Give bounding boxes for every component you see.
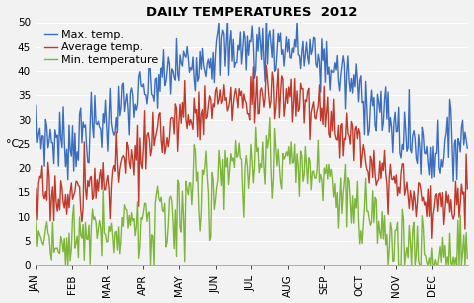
Min. temperature: [108, 229, 113, 233]
Average temp.: [330, 129, 336, 133]
Min. temperature: [465, 257, 470, 260]
Average temp.: [264, 64, 269, 67]
Min. temperature: [63, 264, 68, 267]
Average temp.: [122, 156, 128, 160]
Max. temp.: [267, 29, 273, 33]
Average temp.: [33, 187, 39, 190]
Max. temp.: [330, 70, 336, 74]
Average temp.: [429, 236, 435, 240]
Legend: Max. temp., Average temp., Min. temperature: Max. temp., Average temp., Min. temperat…: [40, 27, 162, 68]
Max. temp.: [122, 110, 128, 113]
Line: Average temp.: Average temp.: [36, 65, 467, 238]
Max. temp.: [106, 118, 112, 122]
Line: Min. temperature: Min. temperature: [36, 118, 467, 265]
Min. temperature: [355, 179, 360, 183]
Title: DAILY TEMPERATURES  2012: DAILY TEMPERATURES 2012: [146, 5, 358, 18]
Min. temperature: [77, 215, 82, 219]
Min. temperature: [267, 116, 273, 119]
Average temp.: [106, 186, 112, 190]
Max. temp.: [353, 62, 359, 66]
Average temp.: [465, 187, 470, 191]
Min. temperature: [268, 167, 274, 171]
Average temp.: [353, 125, 359, 128]
Min. temperature: [331, 195, 337, 199]
Max. temp.: [264, 10, 269, 14]
Average temp.: [75, 184, 81, 188]
Min. temperature: [33, 217, 39, 221]
Max. temp.: [75, 158, 81, 162]
Min. temperature: [123, 207, 128, 211]
Y-axis label: °C: °C: [6, 139, 19, 149]
Average temp.: [267, 106, 273, 110]
Max. temp.: [465, 146, 470, 150]
Max. temp.: [33, 104, 39, 107]
Max. temp.: [450, 179, 456, 183]
Line: Max. temp.: Max. temp.: [36, 12, 467, 181]
